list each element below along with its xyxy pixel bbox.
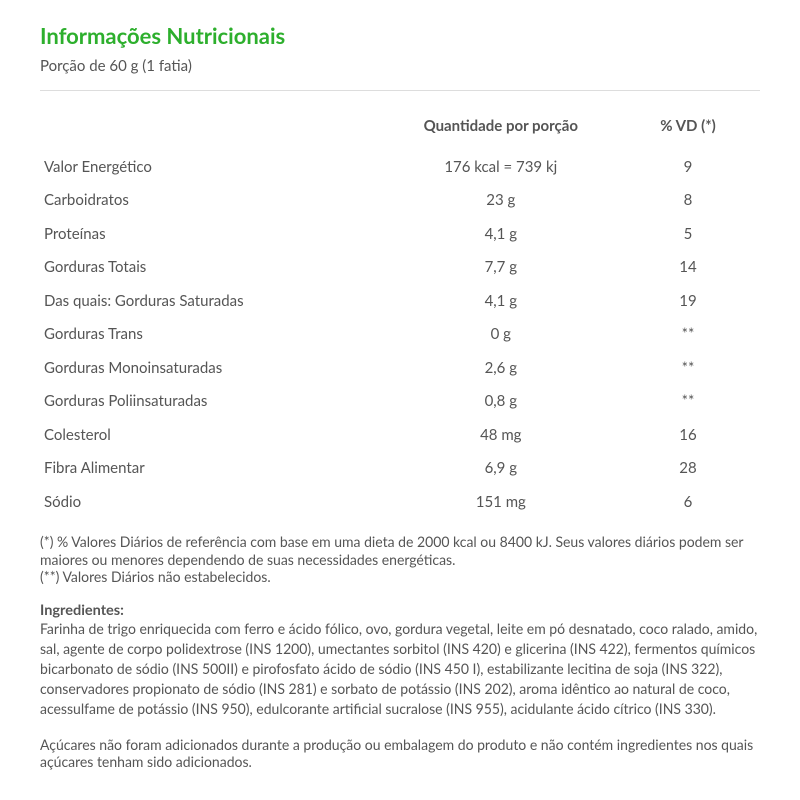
cell-name: Gorduras Trans bbox=[40, 318, 386, 352]
cell-qty: 48 mg bbox=[386, 419, 616, 453]
cell-dv: 14 bbox=[616, 251, 760, 285]
cell-dv: ** bbox=[616, 318, 760, 352]
cell-qty: 23 g bbox=[386, 184, 616, 218]
cell-qty: 151 mg bbox=[386, 486, 616, 520]
cell-name: Gorduras Monoinsaturadas bbox=[40, 352, 386, 386]
page-title: Informações Nutricionais bbox=[40, 22, 760, 51]
table-row: Carboidratos23 g8 bbox=[40, 184, 760, 218]
sugar-note: Açúcares não foram adicionados durante a… bbox=[40, 736, 760, 771]
col-header-name bbox=[40, 109, 386, 151]
footnote: (*) % Valores Diários de referência com … bbox=[40, 533, 760, 586]
col-header-qty: Quantidade por porção bbox=[386, 109, 616, 151]
table-row: Valor Energético176 kcal = 739 kj9 bbox=[40, 151, 760, 185]
table-row: Colesterol48 mg16 bbox=[40, 419, 760, 453]
table-row: Gorduras Poliinsaturadas0,8 g** bbox=[40, 385, 760, 419]
col-header-dv: % VD (*) bbox=[616, 109, 760, 151]
cell-qty: 4,1 g bbox=[386, 218, 616, 252]
divider bbox=[40, 90, 760, 91]
ingredients-block: Ingredientes: Farinha de trigo enriqueci… bbox=[40, 602, 760, 720]
cell-name: Gorduras Poliinsaturadas bbox=[40, 385, 386, 419]
cell-dv: 6 bbox=[616, 486, 760, 520]
cell-dv: 28 bbox=[616, 452, 760, 486]
cell-qty: 0 g bbox=[386, 318, 616, 352]
nutrition-table: Quantidade por porção % VD (*) Valor Ene… bbox=[40, 109, 760, 519]
cell-dv: ** bbox=[616, 385, 760, 419]
table-row: Gorduras Totais7,7 g14 bbox=[40, 251, 760, 285]
ingredients-text: Farinha de trigo enriquecida com ferro e… bbox=[40, 620, 757, 716]
cell-name: Sódio bbox=[40, 486, 386, 520]
cell-name: Carboidratos bbox=[40, 184, 386, 218]
cell-qty: 2,6 g bbox=[386, 352, 616, 386]
serving-size: Porção de 60 g (1 fatia) bbox=[40, 57, 760, 77]
cell-name: Proteínas bbox=[40, 218, 386, 252]
table-row: Gorduras Monoinsaturadas2,6 g** bbox=[40, 352, 760, 386]
table-row: Proteínas4,1 g5 bbox=[40, 218, 760, 252]
table-row: Gorduras Trans0 g** bbox=[40, 318, 760, 352]
cell-dv: ** bbox=[616, 352, 760, 386]
table-row: Fibra Alimentar6,9 g28 bbox=[40, 452, 760, 486]
cell-name: Das quais: Gorduras Saturadas bbox=[40, 285, 386, 319]
cell-qty: 176 kcal = 739 kj bbox=[386, 151, 616, 185]
cell-dv: 9 bbox=[616, 151, 760, 185]
cell-name: Gorduras Totais bbox=[40, 251, 386, 285]
cell-name: Valor Energético bbox=[40, 151, 386, 185]
cell-dv: 19 bbox=[616, 285, 760, 319]
table-row: Das quais: Gorduras Saturadas4,1 g19 bbox=[40, 285, 760, 319]
cell-qty: 7,7 g bbox=[386, 251, 616, 285]
cell-qty: 0,8 g bbox=[386, 385, 616, 419]
cell-dv: 5 bbox=[616, 218, 760, 252]
cell-name: Fibra Alimentar bbox=[40, 452, 386, 486]
cell-dv: 8 bbox=[616, 184, 760, 218]
cell-qty: 6,9 g bbox=[386, 452, 616, 486]
table-header-row: Quantidade por porção % VD (*) bbox=[40, 109, 760, 151]
cell-dv: 16 bbox=[616, 419, 760, 453]
cell-qty: 4,1 g bbox=[386, 285, 616, 319]
table-row: Sódio151 mg6 bbox=[40, 486, 760, 520]
ingredients-label: Ingredientes: bbox=[40, 602, 124, 619]
cell-name: Colesterol bbox=[40, 419, 386, 453]
